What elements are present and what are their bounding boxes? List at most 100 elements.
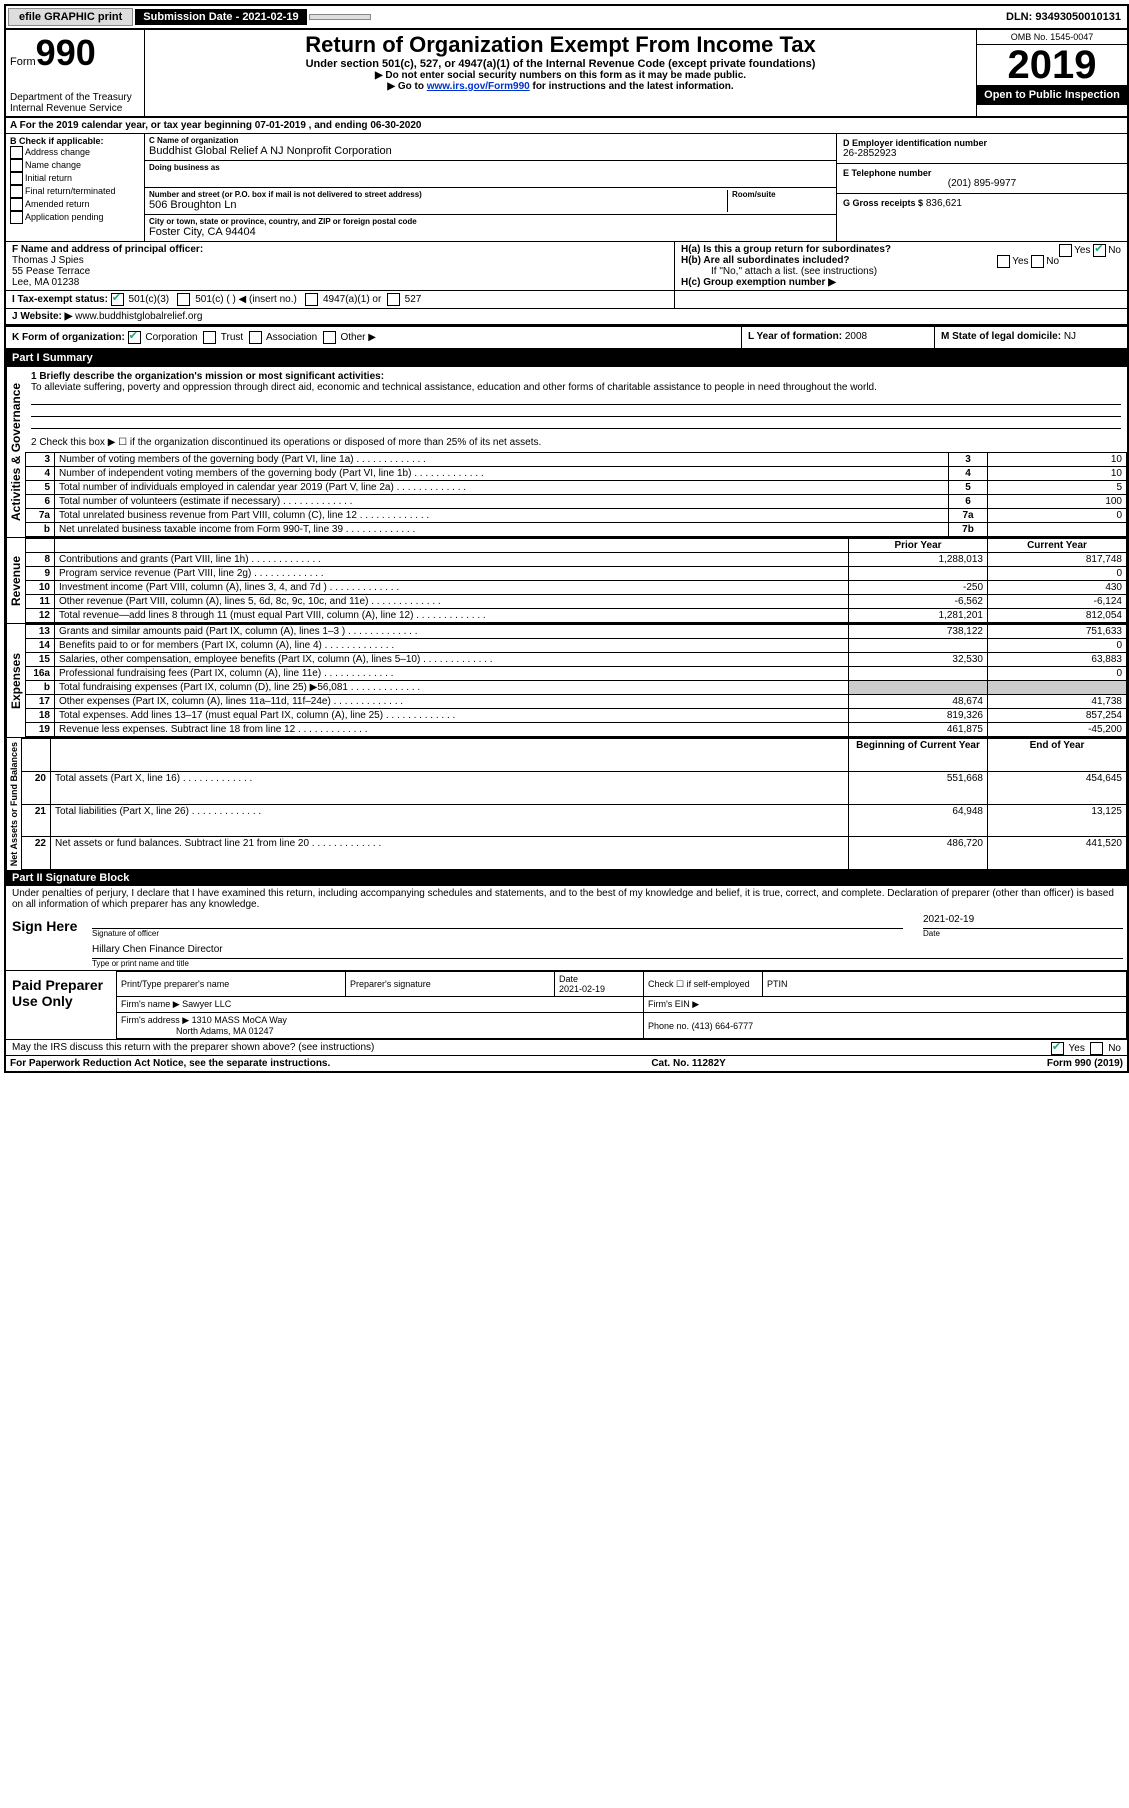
footer-left: For Paperwork Reduction Act Notice, see … bbox=[10, 1058, 330, 1069]
exp-label: Expenses bbox=[6, 624, 25, 737]
header-right: OMB No. 1545-0047 2019 Open to Public In… bbox=[976, 30, 1127, 116]
row-i-exempt: I Tax-exempt status: 501(c)(3) 501(c) ( … bbox=[6, 290, 1127, 308]
officer-addr2: Lee, MA 01238 bbox=[12, 277, 668, 288]
col-b-checkboxes: B Check if applicable: Address change Na… bbox=[6, 134, 145, 241]
dept-treasury: Department of the Treasury Internal Reve… bbox=[10, 92, 140, 114]
mission-text: To alleviate suffering, poverty and oppr… bbox=[31, 382, 1121, 393]
note-post: for instructions and the latest informat… bbox=[530, 81, 734, 92]
phone-value: (413) 664-6777 bbox=[692, 1021, 754, 1031]
domicile-value: NJ bbox=[1064, 331, 1076, 342]
prep-date: 2021-02-19 bbox=[559, 984, 605, 994]
submission-date: Submission Date - 2021-02-19 bbox=[135, 9, 306, 25]
cb-name-change[interactable]: Name change bbox=[10, 159, 140, 172]
hb-no[interactable]: No bbox=[1046, 256, 1059, 267]
cb-501c[interactable] bbox=[177, 293, 190, 306]
cb-527[interactable] bbox=[387, 293, 400, 306]
top-bar: efile GRAPHIC print Submission Date - 20… bbox=[6, 6, 1127, 30]
discuss-no: No bbox=[1108, 1043, 1121, 1054]
officer-name: Thomas J Spies bbox=[12, 255, 668, 266]
rev-label: Revenue bbox=[6, 538, 25, 623]
opt-trust: Trust bbox=[221, 332, 243, 343]
note-ssn: ▶ Do not enter social security numbers o… bbox=[151, 70, 970, 81]
footer-mid: Cat. No. 11282Y bbox=[651, 1058, 725, 1069]
officer-label: F Name and address of principal officer: bbox=[12, 244, 668, 255]
cb-corp[interactable] bbox=[128, 331, 141, 344]
open-to-public: Open to Public Inspection bbox=[977, 85, 1127, 105]
tax-year: 2019 bbox=[977, 45, 1127, 85]
dln: DLN: 93493050010131 bbox=[1006, 11, 1127, 23]
firm-addr1: 1310 MASS MoCA Way bbox=[192, 1015, 287, 1025]
ha-no[interactable]: No bbox=[1108, 245, 1121, 256]
line1-label: 1 Briefly describe the organization's mi… bbox=[31, 371, 1121, 382]
city-label: City or town, state or province, country… bbox=[149, 217, 832, 226]
discuss-yes-cb[interactable] bbox=[1051, 1042, 1064, 1055]
cb-pending[interactable]: Application pending bbox=[10, 211, 140, 224]
form-number: 990 bbox=[36, 32, 96, 73]
type-name-label: Type or print name and title bbox=[92, 959, 1123, 968]
blank-button[interactable] bbox=[309, 14, 371, 20]
line2: 2 Check this box ▶ ☐ if the organization… bbox=[25, 433, 1127, 452]
part1-expenses: Expenses 13Grants and similar amounts pa… bbox=[6, 623, 1127, 737]
domicile-label: M State of legal domicile: bbox=[941, 331, 1061, 342]
firm-name: Sawyer LLC bbox=[182, 999, 231, 1009]
sig-officer-label: Signature of officer bbox=[92, 929, 903, 938]
officer-signature[interactable] bbox=[92, 914, 903, 929]
prep-sig-label: Preparer's signature bbox=[346, 972, 555, 997]
cb-final-return[interactable]: Final return/terminated bbox=[10, 185, 140, 198]
row-k-l-m: K Form of organization: Corporation Trus… bbox=[6, 326, 1127, 350]
cb-assoc[interactable] bbox=[249, 331, 262, 344]
sign-here-row: Sign Here Signature of officer 2021-02-1… bbox=[6, 912, 1127, 971]
col-b-header: B Check if applicable: bbox=[10, 136, 140, 146]
part1-governance: Activities & Governance 1 Briefly descri… bbox=[6, 366, 1127, 537]
tel-label: E Telephone number bbox=[843, 168, 1121, 178]
cb-4947[interactable] bbox=[305, 293, 318, 306]
paid-preparer: Paid Preparer Use Only Print/Type prepar… bbox=[6, 971, 1127, 1039]
row-f-h: F Name and address of principal officer:… bbox=[6, 241, 1127, 290]
discuss-no-cb[interactable] bbox=[1090, 1042, 1103, 1055]
gov-lines-table: 3Number of voting members of the governi… bbox=[25, 452, 1127, 537]
note-link: ▶ Go to www.irs.gov/Form990 for instruct… bbox=[151, 81, 970, 92]
section-a-tax-year: A For the 2019 calendar year, or tax yea… bbox=[6, 118, 1127, 134]
hb-yes[interactable]: Yes bbox=[1012, 256, 1028, 267]
street-value: 506 Broughton Ln bbox=[149, 199, 727, 211]
sign-here-label: Sign Here bbox=[6, 912, 88, 970]
cb-address-change[interactable]: Address change bbox=[10, 146, 140, 159]
check-self[interactable]: Check ☐ if self-employed bbox=[644, 972, 763, 997]
form-990-container: efile GRAPHIC print Submission Date - 20… bbox=[4, 4, 1129, 1073]
discuss-row: May the IRS discuss this return with the… bbox=[6, 1039, 1127, 1055]
officer-addr1: 55 Pease Terrace bbox=[12, 266, 668, 277]
website-value: www.buddhistglobalrelief.org bbox=[75, 311, 202, 322]
cb-501c3[interactable] bbox=[111, 293, 124, 306]
cb-trust[interactable] bbox=[203, 331, 216, 344]
opt-501c: 501(c) ( ) ◀ (insert no.) bbox=[195, 294, 297, 305]
room-label: Room/suite bbox=[732, 190, 832, 199]
opt-501c3: 501(c)(3) bbox=[129, 294, 170, 305]
dba-label: Doing business as bbox=[149, 163, 832, 172]
street-label: Number and street (or P.O. box if mail i… bbox=[149, 190, 727, 199]
cb-initial-return[interactable]: Initial return bbox=[10, 172, 140, 185]
header-mid: Return of Organization Exempt From Incom… bbox=[145, 30, 976, 116]
part2-header: Part II Signature Block bbox=[6, 870, 1127, 886]
date-label: Date bbox=[923, 929, 1123, 938]
irs-link[interactable]: www.irs.gov/Form990 bbox=[427, 81, 530, 92]
opt-4947: 4947(a)(1) or bbox=[323, 294, 381, 305]
gross-value: 836,621 bbox=[926, 198, 962, 209]
form-org-label: K Form of organization: bbox=[12, 332, 125, 343]
gov-label: Activities & Governance bbox=[6, 367, 25, 537]
ha-yes[interactable]: Yes bbox=[1074, 245, 1090, 256]
cb-amended[interactable]: Amended return bbox=[10, 198, 140, 211]
org-name: Buddhist Global Relief A NJ Nonprofit Co… bbox=[149, 145, 832, 157]
col-d-ein-tel: D Employer identification number 26-2852… bbox=[836, 134, 1127, 241]
firm-addr-label: Firm's address ▶ bbox=[121, 1015, 189, 1025]
net-assets-table: Beginning of Current YearEnd of Year20To… bbox=[21, 738, 1127, 870]
cb-other[interactable] bbox=[323, 331, 336, 344]
revenue-table: Prior YearCurrent Year8Contributions and… bbox=[25, 538, 1127, 623]
part1-net-assets: Net Assets or Fund Balances Beginning of… bbox=[6, 737, 1127, 870]
formation-value: 2008 bbox=[845, 331, 867, 342]
sig-date: 2021-02-19 bbox=[923, 914, 1123, 929]
row-j-website: J Website: ▶ www.buddhistglobalrelief.or… bbox=[6, 308, 1127, 326]
phone-label: Phone no. bbox=[648, 1021, 689, 1031]
efile-button[interactable]: efile GRAPHIC print bbox=[8, 8, 133, 26]
form-label: Form bbox=[10, 56, 36, 68]
ptin-label: PTIN bbox=[763, 972, 1127, 997]
